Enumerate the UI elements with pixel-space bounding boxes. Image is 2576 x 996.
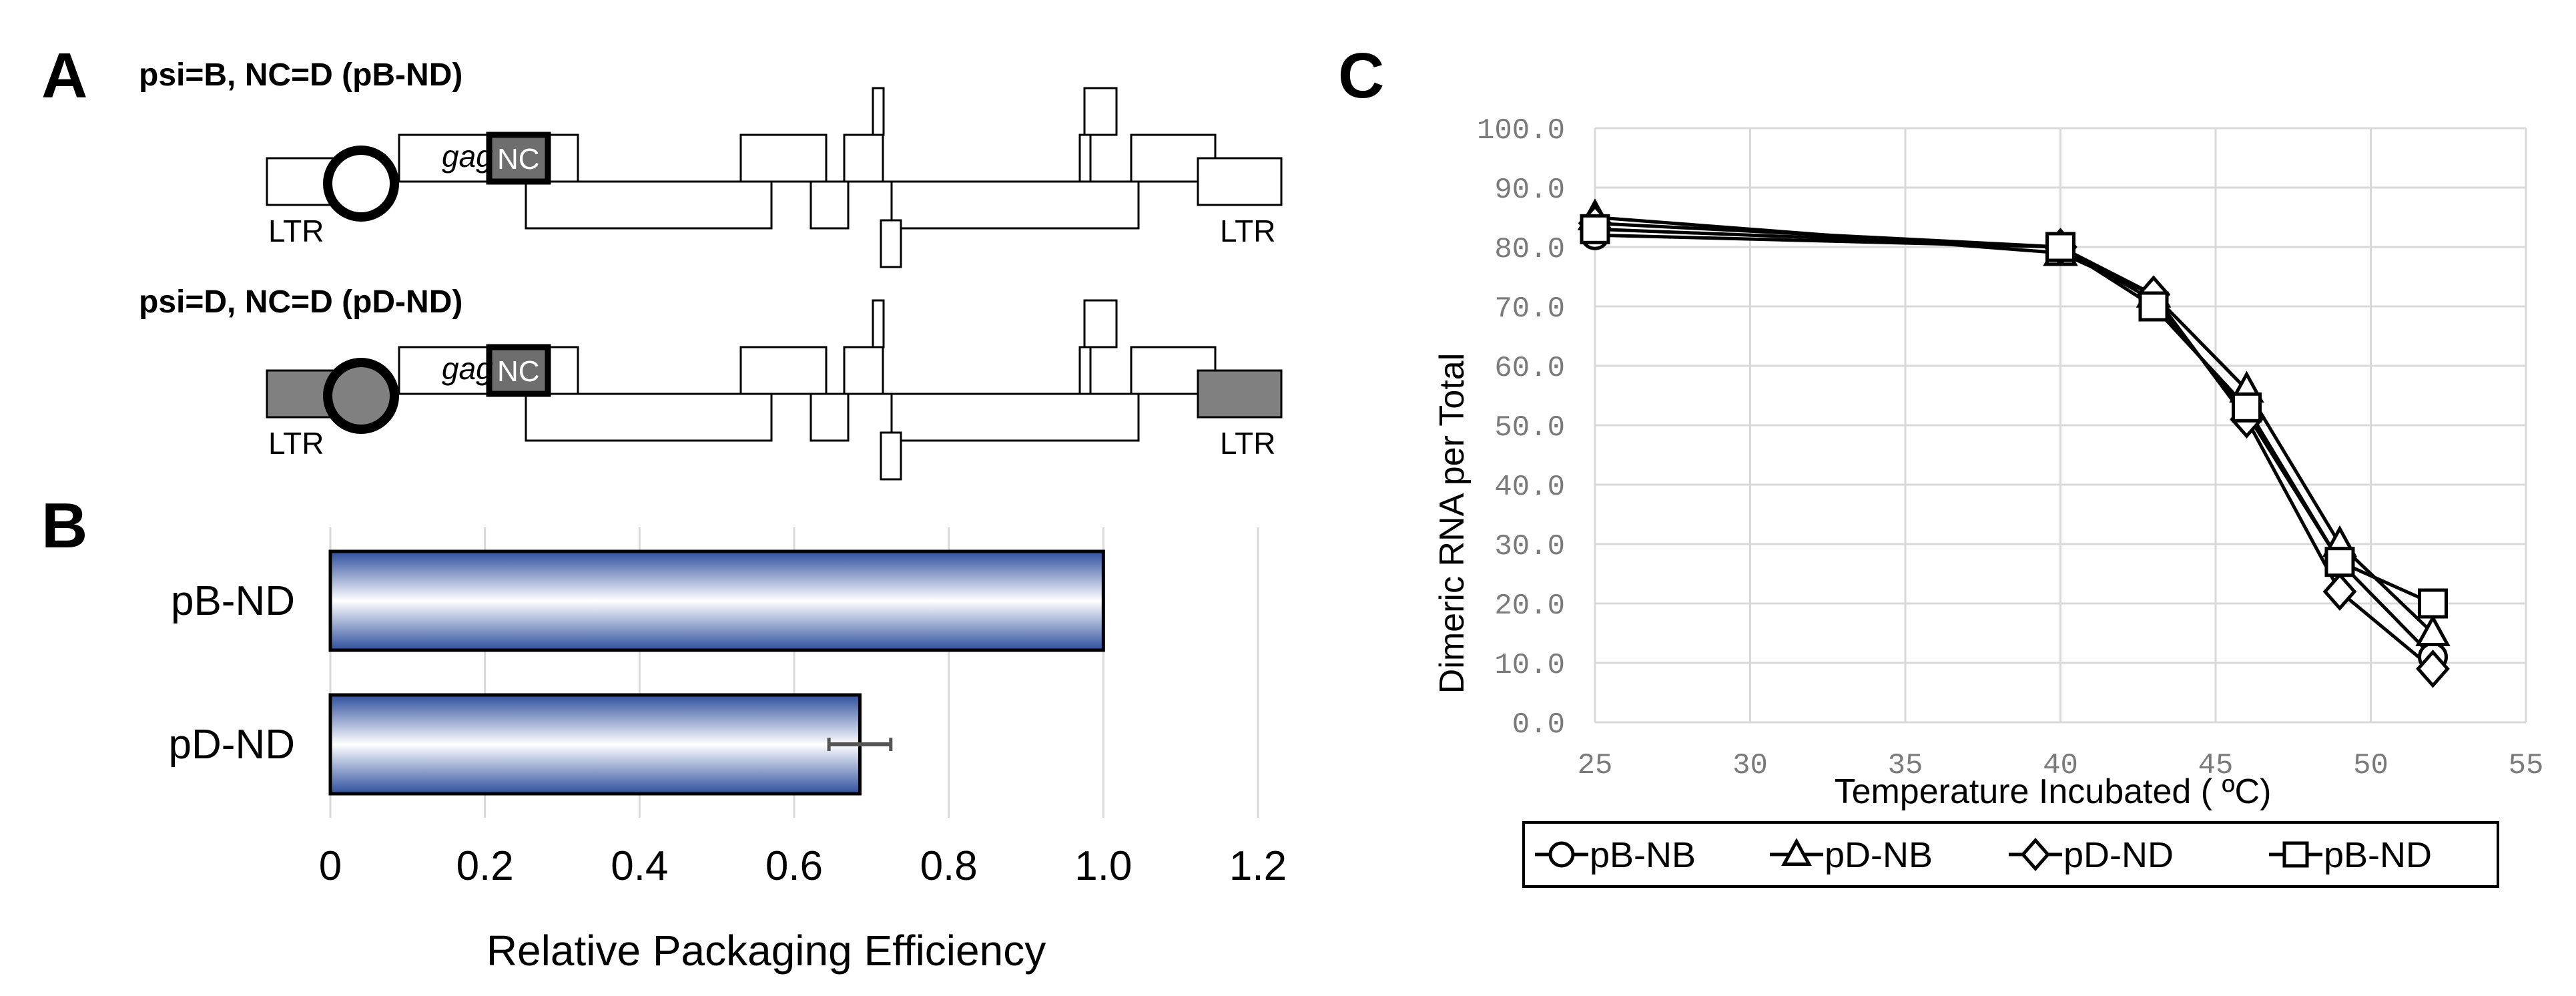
orf-box — [810, 393, 850, 442]
series-line-pD-ND — [1594, 221, 2435, 670]
legend-label: pB-ND — [2324, 835, 2432, 875]
y-tick-label: 70.0 — [1494, 292, 1565, 326]
exon-box — [1078, 346, 1092, 395]
data-point-pB-ND — [2232, 392, 2262, 423]
construct-pd-nd: psi=D, NC=D (pD-ND) gag NC LTR LTR — [139, 284, 1283, 481]
nc-label: NC — [497, 355, 540, 388]
data-point-pB-ND — [1580, 214, 1610, 244]
exon-box — [872, 299, 885, 348]
legend-label: pB-NB — [1590, 835, 1696, 875]
y-tick-label: 60.0 — [1494, 352, 1565, 385]
data-point-pB-ND — [2324, 547, 2355, 577]
exon-box — [843, 134, 884, 183]
nc-box — [486, 344, 551, 397]
gag-label: gag — [442, 351, 493, 386]
panel-c-letter: C — [1338, 40, 1384, 111]
exon-box — [843, 346, 884, 395]
exon-box — [739, 346, 828, 395]
y-tick-label: 30.0 — [1494, 530, 1565, 563]
data-point-pD-ND — [2416, 650, 2450, 688]
legend-label: pD-NB — [1825, 835, 1933, 875]
construct-title: psi=B, NC=D (pB-ND) — [139, 57, 462, 93]
orf-box — [890, 180, 1140, 230]
orf-box — [880, 219, 902, 268]
construct-pb-nd: psi=B, NC=D (pB-ND) gag NC LTR LTR — [139, 57, 1283, 268]
exon-box — [1083, 299, 1118, 348]
x-tick-label: 35 — [1888, 749, 1923, 782]
x-tick-label: 0 — [319, 843, 342, 889]
y-tick-label: 100.0 — [1477, 114, 1565, 148]
bar — [328, 549, 1105, 652]
nc-label: NC — [497, 143, 540, 176]
x-tick-label: 50 — [2353, 749, 2388, 782]
psi-circle — [323, 358, 399, 434]
exon-box — [872, 87, 885, 136]
data-point-pB-ND — [2138, 291, 2169, 322]
data-point-pB-ND — [2045, 232, 2075, 262]
y-tick-label: 50.0 — [1494, 411, 1565, 445]
x-axis-label: Relative Packaging Efficiency — [487, 927, 1046, 975]
y-tick-label: 40.0 — [1494, 471, 1565, 504]
data-point-pB-ND — [2418, 588, 2448, 619]
gag-label: gag — [442, 139, 493, 174]
panel-b-letter: B — [41, 490, 87, 561]
x-tick-label: 25 — [1578, 749, 1613, 782]
y-tick-label: 90.0 — [1494, 174, 1565, 207]
x-tick-label: 30 — [1732, 749, 1768, 782]
y-tick-label: 0.0 — [1512, 708, 1565, 742]
y-axis-label: Dimeric RNA per Total — [1433, 353, 1472, 694]
construct-title: psi=D, NC=D (pD-ND) — [139, 284, 462, 320]
orf-box — [525, 393, 773, 442]
x-tick-label: 1.2 — [1229, 843, 1287, 889]
orf-box — [890, 393, 1140, 442]
x-axis-label: Temperature Incubated ( ºC) — [1835, 772, 2272, 811]
legend-marker — [1548, 841, 1575, 868]
category-label: pD-ND — [169, 722, 295, 768]
x-tick-label: 0.6 — [765, 843, 823, 889]
legend-marker — [2020, 837, 2051, 872]
orf-box — [525, 180, 773, 230]
ltr-box-right — [1197, 157, 1283, 206]
series-line-pD-NB — [1594, 216, 2435, 635]
legend-marker — [2282, 841, 2309, 868]
exon-box — [739, 134, 828, 183]
ltr-label-left: LTR — [268, 426, 324, 461]
ltr-label-right: LTR — [1220, 426, 1276, 461]
ltr-label-left: LTR — [268, 214, 324, 248]
x-tick-label: 1.0 — [1074, 843, 1132, 889]
data-point-pD-NB — [2415, 614, 2451, 646]
exon-box — [1078, 134, 1092, 183]
x-tick-label: 55 — [2509, 749, 2544, 782]
chart-b: 0 0.2 0.4 0.6 0.8 1.0 1.2 pB-ND pD-ND — [169, 527, 1287, 889]
series-line-pB-ND — [1594, 227, 2434, 605]
series-line-pB-NB — [1594, 233, 2435, 658]
data-point-pD-ND — [2322, 572, 2357, 611]
legend-label: pD-ND — [2063, 835, 2174, 875]
category-label: pB-ND — [171, 578, 295, 624]
legend-marker — [1781, 838, 1812, 866]
orf-box — [880, 431, 902, 481]
chart-c: 0.0 10.0 20.0 30.0 40.0 50.0 60.0 70.0 80.0 90.0 1… — [1477, 114, 2543, 782]
nc-box — [486, 132, 551, 185]
x-tick-label: 0.8 — [920, 843, 978, 889]
y-tick-label: 10.0 — [1494, 649, 1565, 682]
ltr-box-right — [1197, 369, 1283, 419]
exon-box — [1083, 87, 1118, 136]
y-tick-label: 20.0 — [1494, 589, 1565, 623]
orf-box — [810, 180, 850, 230]
bar — [328, 693, 862, 796]
y-tick-label: 80.0 — [1494, 233, 1565, 266]
x-tick-label: 0.4 — [611, 843, 668, 889]
ltr-label-right: LTR — [1220, 214, 1276, 248]
panel-a-letter: A — [41, 40, 87, 111]
x-tick-label: 45 — [2198, 749, 2234, 782]
legend: pB-NB pD-NB pD-ND pB-ND — [1522, 821, 2499, 888]
x-tick-label: 40 — [2043, 749, 2078, 782]
psi-circle — [323, 146, 399, 222]
x-tick-label: 0.2 — [456, 843, 514, 889]
